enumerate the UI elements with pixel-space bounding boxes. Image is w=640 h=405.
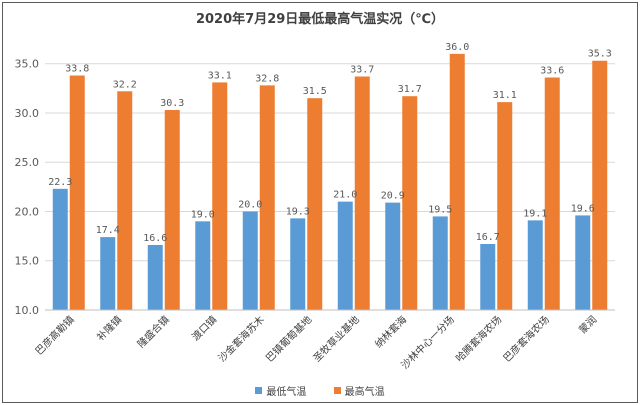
data-label-min: 19.0 <box>191 209 215 220</box>
bar-min-temp <box>195 221 211 310</box>
bar-max-temp <box>259 85 275 310</box>
chart-title: 2020年7月29日最低最高气温实况（℃） <box>195 12 445 27</box>
y-tick-label: 10.0 <box>15 304 40 317</box>
x-category-label: 巴彦高勒镇 <box>32 313 77 358</box>
data-label-min: 19.3 <box>286 206 310 217</box>
bar-min-temp <box>432 216 448 310</box>
bar-min-temp <box>527 220 543 310</box>
bar-max-temp <box>402 96 418 310</box>
data-label-min: 21.0 <box>333 190 357 201</box>
data-label-max: 35.3 <box>588 49 612 60</box>
bar-max-temp <box>164 110 180 310</box>
bar-max-temp <box>69 75 85 310</box>
data-label-max: 33.8 <box>65 64 89 75</box>
bars <box>52 53 608 311</box>
bar-max-temp <box>544 77 560 310</box>
data-label-min: 20.9 <box>381 191 405 202</box>
y-tick-label: 25.0 <box>15 156 40 169</box>
x-category-label: 补隆镇 <box>94 313 124 343</box>
legend-swatch-max <box>333 387 341 394</box>
bar-min-temp <box>385 202 401 310</box>
data-label-min: 16.7 <box>476 232 500 243</box>
data-label-min: 20.0 <box>238 199 262 210</box>
data-label-max: 33.7 <box>350 65 374 76</box>
bar-max-temp <box>592 60 608 310</box>
data-label-max: 30.3 <box>160 98 184 109</box>
data-label-max: 31.1 <box>493 90 517 101</box>
legend: 最低气温 最高气温 <box>0 383 640 398</box>
legend-label-min: 最低气温 <box>266 387 307 398</box>
data-label-min: 19.1 <box>523 208 547 219</box>
bar-min-temp <box>147 244 163 310</box>
x-category-label: 沙金套海苏木 <box>215 313 267 365</box>
legend-item-max: 最高气温 <box>333 383 385 398</box>
bar-min-temp <box>290 218 306 310</box>
y-tick-label: 15.0 <box>15 255 40 268</box>
data-label-min: 16.6 <box>143 233 167 244</box>
legend-swatch-min <box>255 387 263 394</box>
bar-max-temp <box>117 91 133 311</box>
legend-label-max: 最高气温 <box>344 387 385 398</box>
bar-min-temp <box>242 211 258 310</box>
bar-max-temp <box>497 102 513 311</box>
data-label-max: 31.5 <box>303 86 327 97</box>
x-category-label: 巴镇葡萄基地 <box>263 313 315 365</box>
y-tick-label: 20.0 <box>15 205 40 218</box>
data-label-max: 31.7 <box>398 84 422 95</box>
legend-item-min: 最低气温 <box>255 383 306 398</box>
x-category-label: 圣牧草业基地 <box>310 313 362 365</box>
y-axis: 10.0 15.0 20.0 25.0 30.0 35.0 <box>15 58 40 317</box>
data-label-min: 22.3 <box>48 177 72 188</box>
bar-min-temp <box>337 201 353 310</box>
x-category-label: 渡口镇 <box>189 313 219 343</box>
data-label-max: 33.6 <box>540 65 564 76</box>
data-label-max: 36.0 <box>445 42 469 53</box>
data-label-max: 32.8 <box>255 73 279 84</box>
data-label-min: 17.4 <box>96 225 120 236</box>
bar-max-temp <box>307 98 323 311</box>
x-category-label: 隆盛合镇 <box>134 313 171 350</box>
bar-min-temp <box>575 215 591 310</box>
bar-min-temp <box>480 243 496 310</box>
data-labels: 22.3 33.8 17.4 32.2 16.6 30.3 19.0 33.1 20.0 32.8… <box>48 42 612 244</box>
y-tick-label: 30.0 <box>15 107 40 120</box>
x-category-label: 纳林套海 <box>372 313 409 350</box>
data-label-max: 32.2 <box>113 79 137 90</box>
x-category-label: 蒙润 <box>576 313 599 336</box>
bar-max-temp <box>354 76 370 310</box>
data-label-max: 33.1 <box>208 70 232 81</box>
x-category-label: 哈腾套海农场 <box>453 313 505 365</box>
y-tick-label: 35.0 <box>15 58 40 71</box>
data-label-min: 19.5 <box>428 204 452 215</box>
data-label-min: 19.6 <box>571 203 595 214</box>
bar-min-temp <box>52 188 68 310</box>
x-category-label: 巴彦套海农场 <box>500 313 552 365</box>
bar-min-temp <box>100 237 116 310</box>
bar-max-temp <box>449 53 465 310</box>
bar-max-temp <box>212 82 228 310</box>
